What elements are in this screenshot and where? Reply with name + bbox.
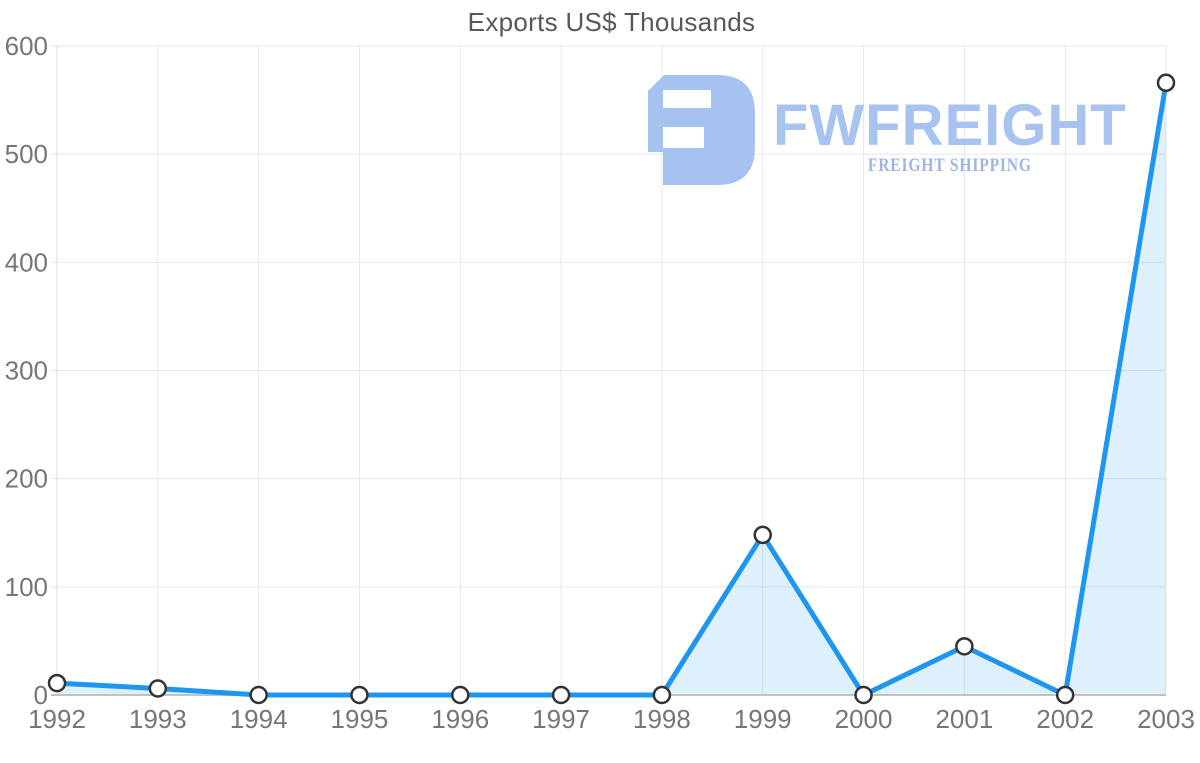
y-tick-label-500: 500 xyxy=(5,139,48,169)
x-tick-label-2000: 2000 xyxy=(835,704,893,734)
x-tick-label-1995: 1995 xyxy=(331,704,389,734)
x-tick-label-2003: 2003 xyxy=(1137,704,1195,734)
x-tick-label-1993: 1993 xyxy=(129,704,187,734)
data-point-1996[interactable] xyxy=(451,685,470,705)
y-tick-label-400: 400 xyxy=(5,247,48,277)
y-tick-label-600: 600 xyxy=(5,31,48,61)
data-point-1999[interactable] xyxy=(753,525,772,545)
data-point-1998[interactable] xyxy=(652,685,672,705)
x-tick-label-2001: 2001 xyxy=(935,704,993,734)
data-point-1992[interactable] xyxy=(47,673,67,693)
data-point-2002[interactable] xyxy=(1055,685,1075,705)
x-tick-label-1998: 1998 xyxy=(633,704,691,734)
y-tick-label-300: 300 xyxy=(5,356,48,386)
data-point-1995[interactable] xyxy=(350,685,369,705)
data-point-1997[interactable] xyxy=(551,685,571,705)
y-tick-label-0: 0 xyxy=(34,680,48,710)
y-tick-label-200: 200 xyxy=(5,464,48,494)
exports-series-line xyxy=(54,80,1169,698)
x-tick-label-1994: 1994 xyxy=(230,704,288,734)
x-tick-label-2002: 2002 xyxy=(1036,704,1094,734)
x-tick-label-1997: 1997 xyxy=(532,704,590,734)
data-point-2001[interactable] xyxy=(955,637,974,656)
data-point-1993[interactable] xyxy=(148,679,168,698)
data-point-2003[interactable] xyxy=(1156,73,1176,93)
x-tick-label-1996: 1996 xyxy=(431,704,489,734)
area-fill xyxy=(57,82,1166,695)
data-point-2000[interactable] xyxy=(854,685,873,705)
data-point-1994[interactable] xyxy=(249,685,268,705)
x-tick-label-1999: 1999 xyxy=(734,704,792,734)
chart-title: Exports US$ Thousands xyxy=(467,7,756,37)
y-tick-label-100: 100 xyxy=(5,572,48,602)
x-tick-label-1992: 1992 xyxy=(28,704,86,734)
